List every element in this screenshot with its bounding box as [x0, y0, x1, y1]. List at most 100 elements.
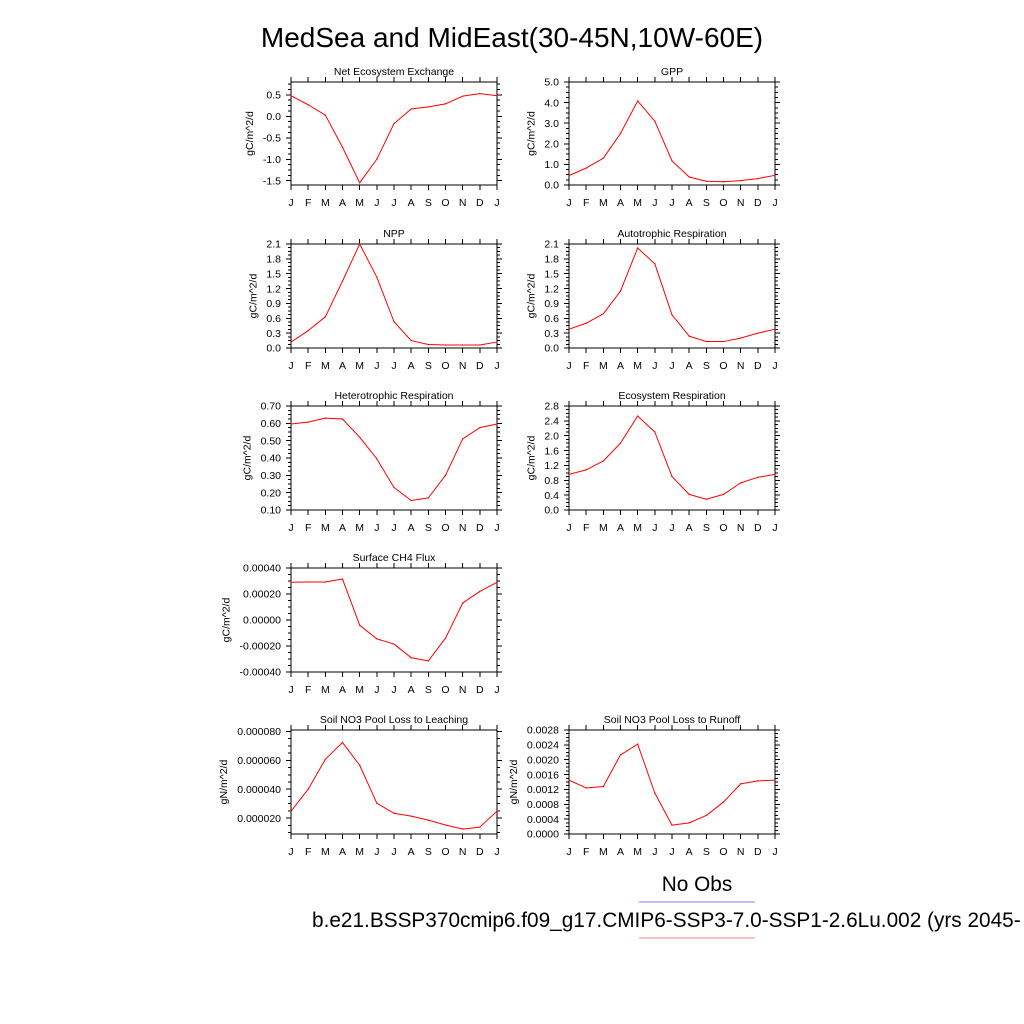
- x-tick-label: N: [459, 197, 467, 209]
- data-point: [324, 316, 327, 318]
- data-point: [739, 179, 742, 182]
- data-point: [585, 167, 587, 169]
- series-line: [568, 247, 776, 343]
- data-point: [461, 95, 464, 97]
- data-point: [461, 828, 464, 830]
- x-tick-label: A: [339, 846, 346, 858]
- data-point: [654, 120, 656, 122]
- data-point: [341, 741, 344, 744]
- plot-frame: [290, 729, 498, 835]
- data-point: [358, 243, 361, 245]
- x-tick-label: M: [633, 522, 642, 534]
- data-point: [496, 810, 498, 812]
- data-point: [358, 624, 361, 626]
- x-tick-label: J: [494, 684, 499, 696]
- data-point: [427, 343, 430, 346]
- panel-title: Heterotrophic Respiration: [334, 390, 453, 402]
- x-tick-label: D: [754, 522, 762, 534]
- x-tick-label: A: [686, 522, 693, 534]
- series-line: [290, 578, 498, 662]
- x-tick-label: A: [339, 522, 346, 534]
- x-tick-label: J: [288, 197, 293, 209]
- series-line: [290, 93, 498, 184]
- data-point: [376, 276, 378, 278]
- data-point: [774, 779, 776, 781]
- series-line: [290, 243, 498, 346]
- data-point: [705, 180, 708, 182]
- legend: No Obs b.e21.BSSP370cmip6.f09_g17.CMIP6-…: [312, 873, 1021, 939]
- plot-frame: [568, 405, 776, 511]
- x-tick-label: A: [339, 197, 346, 209]
- x-tick-label: J: [669, 522, 674, 534]
- series-line: [568, 415, 776, 500]
- y-tick-label: 1.0: [544, 159, 559, 171]
- data-point: [290, 581, 292, 583]
- panel-title: Autotrophic Respiration: [617, 228, 726, 240]
- x-tick-label: S: [425, 846, 432, 858]
- data-point: [290, 341, 292, 343]
- x-tick-label: S: [703, 360, 710, 372]
- panel-title: Soil NO3 Pool Loss to Runoff: [604, 714, 740, 726]
- y-tick-label: 0.3: [544, 328, 559, 340]
- x-tick-label: J: [652, 360, 657, 372]
- data-point: [602, 460, 605, 462]
- x-tick-label: D: [476, 684, 484, 696]
- y-tick-label: 2.0: [544, 430, 559, 442]
- x-tick-label: A: [686, 197, 693, 209]
- data-point: [654, 263, 656, 265]
- data-point: [757, 476, 759, 479]
- x-tick-label: D: [476, 197, 484, 209]
- y-tick-label: 0.0: [544, 505, 559, 517]
- y-tick-label: 0.00020: [243, 589, 281, 601]
- data-point: [722, 801, 725, 803]
- x-tick-label: J: [391, 360, 396, 372]
- x-tick-label: A: [408, 360, 415, 372]
- data-point: [739, 482, 742, 484]
- data-point: [479, 826, 481, 828]
- data-point: [774, 328, 776, 330]
- x-tick-label: A: [686, 360, 693, 372]
- data-point: [290, 810, 292, 812]
- data-point: [619, 754, 622, 756]
- x-tick-label: J: [374, 522, 379, 534]
- legend-obs-label: No Obs: [662, 873, 733, 896]
- data-point: [341, 146, 344, 148]
- plot-frame: [290, 243, 498, 349]
- x-tick-label: M: [633, 360, 642, 372]
- x-tick-label: J: [669, 197, 674, 209]
- data-point: [636, 247, 639, 249]
- data-point: [307, 329, 309, 332]
- x-tick-label: J: [374, 197, 379, 209]
- y-tick-label: -1.5: [263, 175, 281, 187]
- data-point: [393, 122, 395, 125]
- x-tick-label: J: [566, 846, 571, 858]
- data-point: [479, 426, 481, 429]
- y-tick-label: 0.3: [266, 328, 281, 340]
- x-tick-label: O: [441, 360, 449, 372]
- x-tick-label: O: [719, 522, 727, 534]
- x-tick-label: M: [355, 846, 364, 858]
- x-tick-label: D: [476, 360, 484, 372]
- data-point: [410, 657, 412, 659]
- y-tick-label: 0.000020: [237, 813, 281, 825]
- data-point: [427, 106, 430, 108]
- x-tick-label: N: [459, 360, 467, 372]
- y-tick-label: 0.0004: [527, 814, 559, 826]
- y-axis-label: gC/m^2/d: [247, 274, 259, 319]
- data-point: [444, 344, 447, 346]
- x-tick-label: O: [719, 360, 727, 372]
- y-tick-label: 0.5: [266, 90, 281, 102]
- y-tick-label: 0.0: [266, 111, 281, 123]
- y-axis-label: gC/m^2/d: [244, 111, 256, 156]
- data-point: [739, 783, 742, 785]
- x-tick-label: S: [703, 522, 710, 534]
- data-point: [688, 493, 690, 496]
- y-tick-label: 0.40: [261, 453, 282, 465]
- y-tick-label: 0.0016: [527, 769, 559, 781]
- data-point: [324, 581, 327, 583]
- y-tick-label: 2.1: [544, 239, 559, 251]
